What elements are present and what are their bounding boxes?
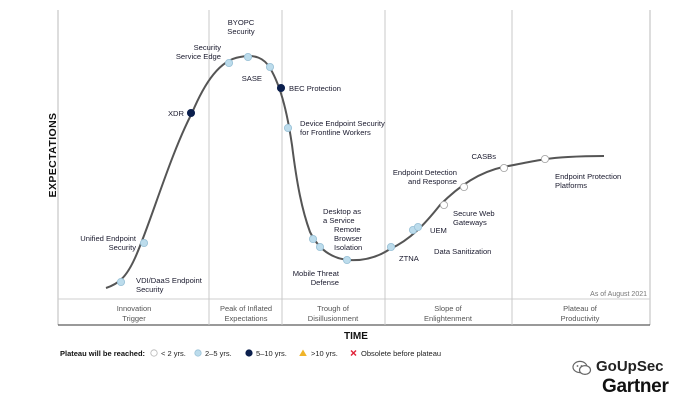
- technology-label: Data Sanitization: [434, 247, 491, 256]
- technology-marker: [540, 154, 550, 164]
- technology-label: SASE: [242, 74, 262, 83]
- technology-marker: [499, 163, 509, 173]
- phase-label: Expectations: [225, 314, 268, 323]
- hype-curve: [105, 55, 605, 289]
- technology-label: Desktop as a Service: [323, 207, 361, 225]
- technology-marker: [283, 123, 293, 133]
- phase-label: Trigger: [122, 314, 146, 323]
- technology-label: Device Endpoint Security for Frontline Wo…: [300, 119, 385, 137]
- technology-label: Endpoint Protection Platforms: [555, 172, 621, 190]
- legend-marker-lt2: [150, 349, 158, 357]
- legend-label: >10 yrs.: [311, 349, 338, 358]
- phase-label: Disillusionment: [308, 314, 359, 323]
- legend: Plateau will be reached: < 2 yrs. 2–5 yr…: [60, 349, 441, 358]
- legend-label: 5–10 yrs.: [256, 349, 287, 358]
- watermark-brand: GoUpSec: [596, 358, 664, 375]
- legend-label: Obsolete before plateau: [361, 349, 441, 358]
- technology-marker: [265, 62, 275, 72]
- technology-label: CASBs: [472, 152, 497, 161]
- technology-marker: [243, 52, 253, 62]
- technology-marker: [139, 238, 149, 248]
- technology-label: ZTNA: [399, 254, 420, 263]
- technology-marker: [413, 222, 423, 232]
- technology-marker: [276, 83, 286, 93]
- technology-label: Endpoint Detection and Response: [393, 168, 457, 186]
- technology-label: VDI/DaaS Endpoint Security: [136, 276, 203, 294]
- technology-marker: [186, 108, 196, 118]
- technology-label: UEM: [430, 226, 447, 235]
- publisher-logo: Gartner: [602, 376, 669, 397]
- technology-marker: [116, 277, 126, 287]
- legend-marker-5to10: [245, 349, 253, 357]
- phase-label: Trough of: [317, 304, 350, 313]
- technology-label: Secure Web Gateways: [453, 209, 495, 227]
- as-of-note: As of August 2021: [590, 291, 647, 298]
- technology-marker: [386, 242, 396, 252]
- phase-label: Productivity: [561, 314, 600, 323]
- phase-label: Plateau of: [563, 304, 598, 313]
- legend-marker-obsolete: [350, 350, 357, 356]
- technology-label: Unified Endpoint Security: [80, 234, 137, 252]
- technology-label: BYOPC Security: [227, 18, 255, 36]
- technology-label: Security Service Edge: [176, 43, 221, 61]
- y-axis-label: EXPECTATIONS: [47, 113, 59, 198]
- technology-markers: VDI/DaaS Endpoint Security Unified Endpoin…: [80, 18, 621, 294]
- legend-marker-2to5: [194, 349, 202, 357]
- legend-label: 2–5 yrs.: [205, 349, 232, 358]
- phase-label: Peak of Inflated: [220, 304, 272, 313]
- legend-marker-gt10: [299, 349, 307, 356]
- technology-marker: [439, 200, 449, 210]
- phase-label: Slope of: [434, 304, 462, 313]
- technology-label: Mobile Threat Defense: [293, 269, 340, 287]
- wechat-icon: [572, 360, 592, 376]
- technology-marker: [308, 234, 318, 244]
- technology-marker: [459, 182, 469, 192]
- technology-marker: [315, 242, 325, 252]
- legend-label: < 2 yrs.: [161, 349, 186, 358]
- technology-marker: [224, 58, 234, 68]
- technology-label: Remote Browser Isolation: [334, 225, 362, 252]
- phase-labels: Innovation Trigger Peak of Inflated Expe…: [117, 304, 600, 323]
- watermark: GoUpSec Gartner: [568, 358, 692, 398]
- phase-label: Enlightenment: [424, 314, 473, 323]
- technology-label: BEC Protection: [289, 84, 341, 93]
- legend-title: Plateau will be reached:: [60, 349, 145, 358]
- x-axis-label: TIME: [344, 331, 368, 342]
- phase-label: Innovation: [117, 304, 152, 313]
- technology-marker: [342, 255, 352, 265]
- technology-label: XDR: [168, 109, 185, 118]
